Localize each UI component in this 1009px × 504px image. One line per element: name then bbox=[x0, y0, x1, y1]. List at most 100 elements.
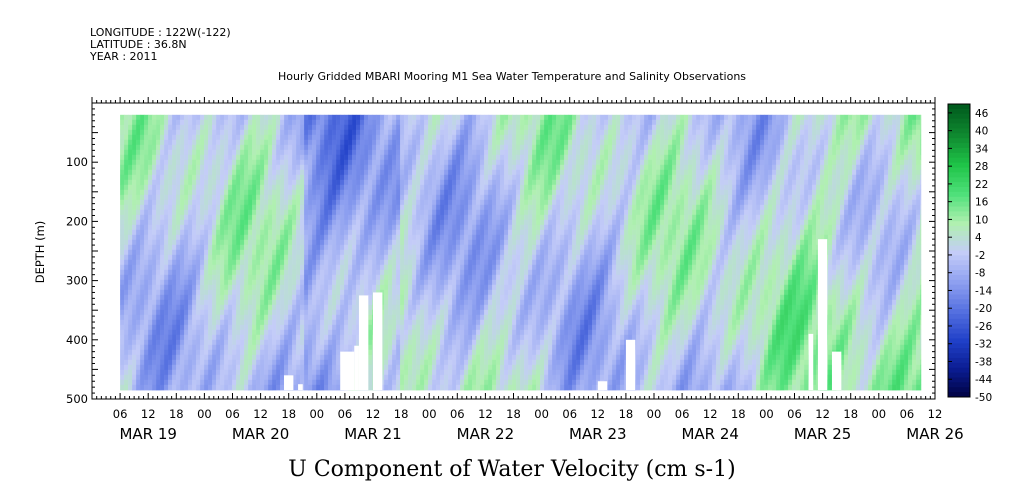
heatmap-cell bbox=[472, 289, 477, 296]
heatmap-cell bbox=[316, 134, 321, 141]
heatmap-cell bbox=[200, 384, 205, 391]
heatmap-cell bbox=[168, 119, 173, 126]
heatmap-cell bbox=[424, 359, 429, 366]
heatmap-cell bbox=[268, 259, 273, 266]
heatmap-cell bbox=[396, 199, 401, 206]
heatmap-cell bbox=[232, 204, 237, 211]
heatmap-cell bbox=[140, 339, 145, 346]
heatmap-cell bbox=[164, 144, 169, 151]
heatmap-cell bbox=[340, 159, 345, 166]
heatmap-cell bbox=[292, 314, 297, 321]
heatmap-cell bbox=[240, 179, 245, 186]
heatmap-cell bbox=[412, 224, 417, 231]
heatmap-cell bbox=[240, 134, 245, 141]
heatmap-cell bbox=[224, 319, 229, 326]
heatmap-cell bbox=[228, 304, 233, 311]
heatmap-cell bbox=[148, 239, 153, 246]
heatmap-cell bbox=[296, 184, 301, 191]
heatmap-cell bbox=[288, 264, 293, 271]
heatmap-cell bbox=[316, 209, 321, 216]
heatmap-cell bbox=[300, 159, 305, 166]
heatmap-cell bbox=[188, 234, 193, 241]
heatmap-cell bbox=[440, 264, 445, 271]
heatmap-cell bbox=[240, 209, 245, 216]
heatmap-cell bbox=[176, 384, 181, 391]
heatmap-cell bbox=[392, 309, 397, 316]
heatmap-cell bbox=[388, 274, 393, 281]
heatmap-cell bbox=[256, 199, 261, 206]
heatmap-cell bbox=[412, 179, 417, 186]
heatmap-cell bbox=[352, 149, 357, 156]
heatmap-cell bbox=[308, 244, 313, 251]
heatmap-cell bbox=[400, 209, 405, 216]
heatmap-cell bbox=[312, 334, 317, 341]
heatmap-cell bbox=[240, 354, 245, 361]
heatmap-cell bbox=[312, 219, 317, 226]
heatmap-cell bbox=[240, 119, 245, 126]
heatmap-cell bbox=[228, 159, 233, 166]
heatmap-cell bbox=[180, 369, 185, 376]
heatmap-cell bbox=[208, 314, 213, 321]
heatmap-cell bbox=[436, 359, 441, 366]
heatmap-cell bbox=[352, 164, 357, 171]
heatmap-cell bbox=[420, 124, 425, 131]
heatmap-cell bbox=[464, 179, 469, 186]
heatmap-cell bbox=[340, 199, 345, 206]
heatmap-cell bbox=[180, 214, 185, 221]
heatmap-cell bbox=[472, 189, 477, 196]
heatmap-cell bbox=[460, 294, 465, 301]
heatmap-cell bbox=[292, 369, 297, 376]
heatmap-cell bbox=[124, 314, 129, 321]
heatmap-cell bbox=[424, 239, 429, 246]
heatmap-cell bbox=[152, 259, 157, 266]
heatmap-cell bbox=[128, 149, 133, 156]
heatmap-cell bbox=[440, 179, 445, 186]
heatmap-cell bbox=[272, 344, 277, 351]
heatmap-cell bbox=[432, 189, 437, 196]
heatmap-cell bbox=[332, 239, 337, 246]
heatmap-cell bbox=[424, 284, 429, 291]
heatmap-cell bbox=[412, 284, 417, 291]
heatmap-cell bbox=[124, 124, 129, 131]
heatmap-cell bbox=[412, 269, 417, 276]
heatmap-cell bbox=[368, 339, 373, 346]
heatmap-cell bbox=[216, 199, 221, 206]
heatmap-cell bbox=[256, 244, 261, 251]
heatmap-cell bbox=[280, 314, 285, 321]
heatmap-cell bbox=[300, 174, 305, 181]
heatmap-cell bbox=[316, 114, 321, 121]
heatmap-cell bbox=[408, 214, 413, 221]
heatmap-cell bbox=[380, 269, 385, 276]
heatmap-cell bbox=[304, 169, 309, 176]
heatmap-cell bbox=[172, 209, 177, 216]
heatmap-cell bbox=[400, 119, 405, 126]
heatmap-cell bbox=[316, 319, 321, 326]
heatmap-cell bbox=[244, 254, 249, 261]
heatmap-cell bbox=[248, 259, 253, 266]
heatmap-cell bbox=[252, 184, 257, 191]
heatmap-cell bbox=[296, 229, 301, 236]
heatmap-cell bbox=[284, 344, 289, 351]
heatmap-cell bbox=[328, 229, 333, 236]
heatmap-cell bbox=[248, 334, 253, 341]
heatmap-cell bbox=[188, 159, 193, 166]
heatmap-cell bbox=[248, 254, 253, 261]
heatmap-cell bbox=[232, 344, 237, 351]
heatmap-cell bbox=[336, 259, 341, 266]
heatmap-cell bbox=[324, 154, 329, 161]
heatmap-cell bbox=[128, 359, 133, 366]
heatmap-cell bbox=[356, 309, 361, 316]
heatmap-cell bbox=[176, 299, 181, 306]
heatmap-cell bbox=[204, 269, 209, 276]
heatmap-cell bbox=[172, 344, 177, 351]
heatmap-cell bbox=[416, 334, 421, 341]
heatmap-cell bbox=[404, 159, 409, 166]
heatmap-cell bbox=[424, 244, 429, 251]
heatmap-cell bbox=[172, 304, 177, 311]
heatmap-cell bbox=[260, 314, 265, 321]
heatmap-cell bbox=[432, 389, 437, 391]
heatmap-cell bbox=[264, 369, 269, 376]
heatmap-cell bbox=[384, 349, 389, 356]
heatmap-cell bbox=[148, 229, 153, 236]
heatmap-cell bbox=[308, 189, 313, 196]
